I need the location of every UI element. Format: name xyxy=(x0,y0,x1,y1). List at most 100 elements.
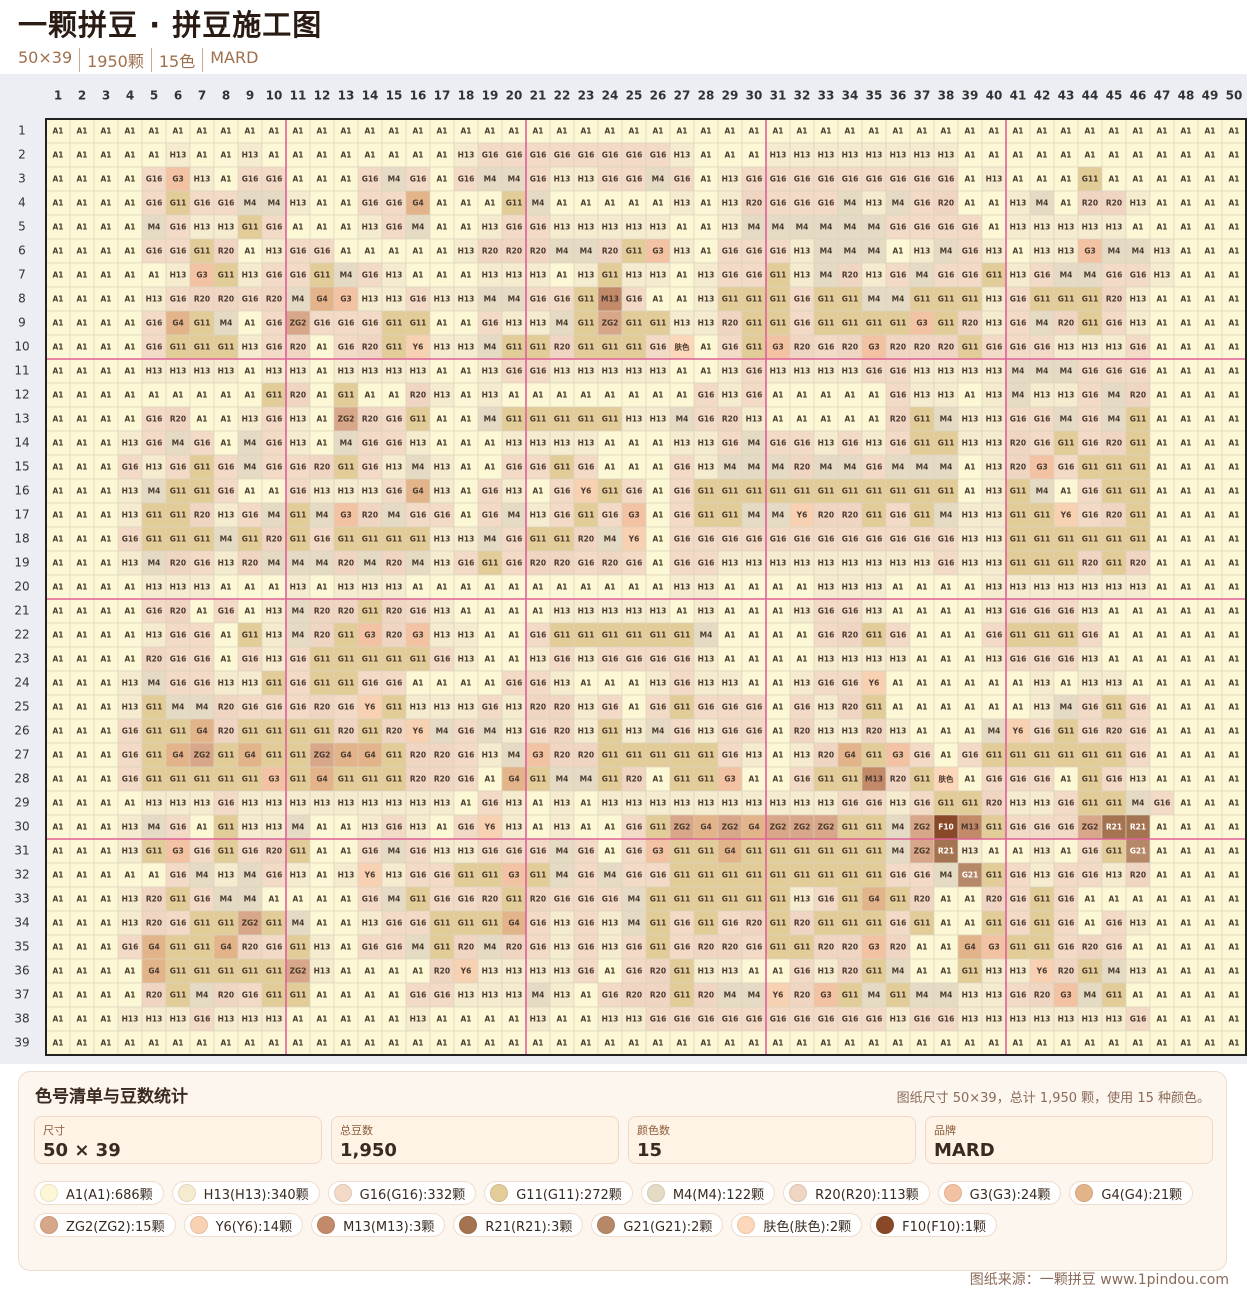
bead-code: H13 xyxy=(986,415,1003,424)
bead-code: G16 xyxy=(746,727,763,736)
bead-code: G16 xyxy=(482,319,499,328)
bead-code: G11 xyxy=(818,847,835,856)
bead-code: G16 xyxy=(290,679,307,688)
bead-code: A1 xyxy=(772,751,783,760)
bead-code: G16 xyxy=(146,607,163,616)
bead-code: G16 xyxy=(722,1015,739,1024)
bead-code: G11 xyxy=(866,487,883,496)
bead-code: G11 xyxy=(722,871,739,880)
bead-code: A1 xyxy=(1108,655,1119,664)
bead-code: G16 xyxy=(674,511,691,520)
bead-code: H13 xyxy=(362,223,379,232)
bead-code: H13 xyxy=(578,607,595,616)
bead-cell xyxy=(813,238,839,264)
bead-code: G16 xyxy=(674,463,691,472)
bead-code: G11 xyxy=(194,967,211,976)
bead-code: G11 xyxy=(362,607,379,616)
bead-code: A1 xyxy=(1180,223,1191,232)
bead-code: M4 xyxy=(940,247,953,256)
bead-code: R20 xyxy=(146,991,162,1000)
bead-cell xyxy=(1221,142,1247,168)
bead-code: G16 xyxy=(626,295,643,304)
bead-code: H13 xyxy=(866,151,883,160)
bead-code: G11 xyxy=(986,871,1003,880)
bead-code: A1 xyxy=(100,559,111,568)
bead-code: G11 xyxy=(1034,919,1051,928)
bead-code: G16 xyxy=(170,919,187,928)
bead-code: G16 xyxy=(818,895,835,904)
bead-cell xyxy=(1101,286,1127,312)
bead-code: A1 xyxy=(1204,559,1215,568)
bead-code: A1 xyxy=(508,631,519,640)
bead-code: H13 xyxy=(506,823,523,832)
bead-code: G3 xyxy=(772,343,783,352)
bead-code: G11 xyxy=(1034,943,1051,952)
bead-code: G16 xyxy=(170,223,187,232)
bead-code: G11 xyxy=(674,775,691,784)
bead-code: H13 xyxy=(650,271,667,280)
bead-code: A1 xyxy=(124,871,135,880)
bead-code: H13 xyxy=(386,271,403,280)
bead-code: R20 xyxy=(218,703,234,712)
bead-code: A1 xyxy=(676,271,687,280)
bead-code: M13 xyxy=(865,775,883,784)
bead-cell xyxy=(141,262,167,288)
bead-code: A1 xyxy=(604,1039,615,1048)
bead-code: G3 xyxy=(1036,463,1047,472)
bead-code: A1 xyxy=(1012,175,1023,184)
bead-code: G11 xyxy=(962,295,979,304)
bead-code: G4 xyxy=(244,751,255,760)
bead-code: G16 xyxy=(530,175,547,184)
bead-code: A1 xyxy=(148,127,159,136)
bead-code: H13 xyxy=(1106,343,1123,352)
legend-label: M4(M4):122颗 xyxy=(672,1187,765,1203)
bead-code: H13 xyxy=(554,175,571,184)
bead-code: A1 xyxy=(940,1039,951,1048)
bead-code: G11 xyxy=(242,535,259,544)
bead-code: G16 xyxy=(146,247,163,256)
bead-code: G16 xyxy=(434,895,451,904)
bead-code: H13 xyxy=(554,223,571,232)
bead-code: A1 xyxy=(964,895,975,904)
bead-code: G11 xyxy=(290,775,307,784)
bead-code: A1 xyxy=(1228,967,1239,976)
bead-code: G11 xyxy=(674,871,691,880)
bead-code: A1 xyxy=(196,391,207,400)
bead-code: M4 xyxy=(844,247,857,256)
summary-note: 图纸尺寸 50×39，总计 1,950 颗，使用 15 种颜色。 xyxy=(896,1091,1210,1106)
bead-code: A1 xyxy=(1180,559,1191,568)
bead-code: A1 xyxy=(1180,247,1191,256)
bead-code: A1 xyxy=(52,439,63,448)
bead-code: H13 xyxy=(746,415,763,424)
bead-code: H13 xyxy=(1130,583,1147,592)
bead-code: G16 xyxy=(962,271,979,280)
bead-code: G3 xyxy=(532,751,543,760)
bead-code: G11 xyxy=(938,319,955,328)
bead-cell xyxy=(405,118,431,144)
bead-code: M4 xyxy=(940,463,953,472)
bead-code: G11 xyxy=(794,487,811,496)
bead-code: A1 xyxy=(1228,583,1239,592)
bead-code: A1 xyxy=(556,199,567,208)
bead-code: A1 xyxy=(1180,343,1191,352)
bead-cell xyxy=(381,286,407,312)
bead-code: A1 xyxy=(484,655,495,664)
bead-code: G11 xyxy=(818,775,835,784)
bead-code: A1 xyxy=(1228,943,1239,952)
bead-code: ZG2 xyxy=(722,823,739,832)
bead-cell xyxy=(1053,238,1079,264)
bead-code: G16 xyxy=(1058,943,1075,952)
bead-code: G3 xyxy=(196,271,207,280)
bead-code: A1 xyxy=(268,127,279,136)
legend-chip: G16(G16):332颗 xyxy=(327,1181,477,1205)
bead-cell xyxy=(885,166,911,192)
bead-code: M4 xyxy=(484,415,497,424)
bead-code: G16 xyxy=(1130,727,1147,736)
bead-code: G16 xyxy=(938,223,955,232)
bead-cell xyxy=(261,190,287,216)
bead-code: H13 xyxy=(434,535,451,544)
bead-code: A1 xyxy=(76,559,87,568)
bead-code: H13 xyxy=(266,607,283,616)
bead-code: A1 xyxy=(940,727,951,736)
bead-code: A1 xyxy=(1156,631,1167,640)
